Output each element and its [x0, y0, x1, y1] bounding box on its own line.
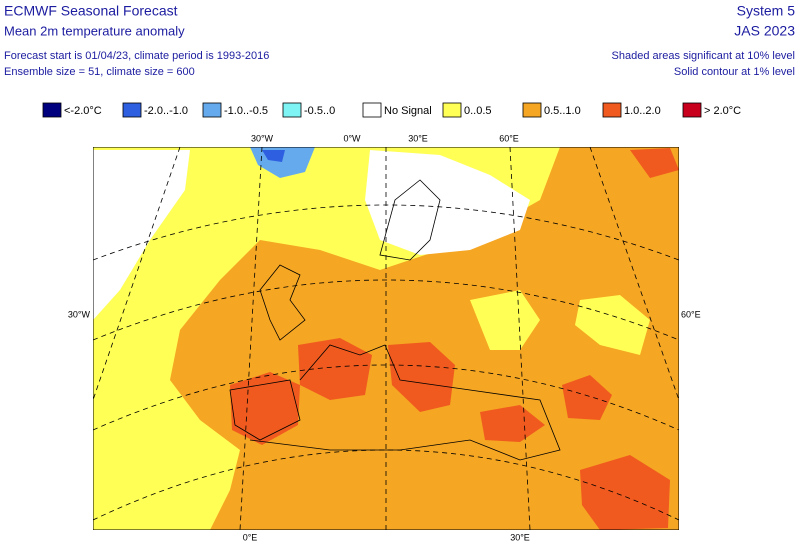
legend-swatch [682, 102, 702, 118]
warm-areas [230, 148, 679, 530]
contour-note: Solid contour at 1% level [674, 66, 795, 78]
legend-label: -1.0..-0.5 [224, 105, 268, 117]
legend-swatch [42, 102, 62, 118]
forecast-info: Forecast start is 01/04/23, climate peri… [4, 50, 269, 62]
graticule-label: 0°E [243, 532, 258, 542]
legend-label: > 2.0°C [704, 105, 741, 117]
graticule-label: 60°E [499, 133, 519, 143]
legend-label: 1.0..2.0 [624, 105, 661, 117]
graticule-label: 30°E [510, 532, 530, 542]
graticule-label: 30°W [251, 133, 274, 143]
graticule-label: 30°E [408, 133, 428, 143]
legend-swatch [442, 102, 462, 118]
legend: <-2.0°C -2.0..-1.0 -1.0..-0.5 -0.5..0 No Sig… [42, 102, 741, 118]
map [93, 147, 679, 530]
legend-label: 0.5..1.0 [544, 105, 581, 117]
legend-swatch [282, 102, 302, 118]
no-signal-area [365, 150, 530, 255]
legend-label: No Signal [384, 105, 432, 117]
no-signal-area [93, 150, 190, 320]
graticule [93, 147, 679, 530]
ensemble-info: Ensemble size = 51, climate size = 600 [4, 66, 195, 78]
graticule-label: 30°W [68, 309, 91, 319]
graticule-label: 60°E [681, 309, 701, 319]
yellow-area [470, 290, 540, 350]
system: System 5 [737, 3, 796, 19]
legend-swatch [522, 102, 542, 118]
legend-label: <-2.0°C [64, 105, 102, 117]
legend-swatch [202, 102, 222, 118]
graticule-labels: 30°W 0°W 30°E 60°E 30°W 60°E 0°E 30°E [68, 133, 701, 542]
cold-area [262, 150, 285, 162]
graticule-label: 0°W [343, 133, 361, 143]
legend-label: 0..0.5 [464, 105, 492, 117]
significance-note: Shaded areas significant at 10% level [612, 50, 795, 62]
legend-swatch [122, 102, 142, 118]
legend-swatch [362, 102, 382, 118]
yellow-area [575, 295, 650, 355]
title: ECMWF Seasonal Forecast [4, 3, 178, 19]
subtitle: Mean 2m temperature anomaly [4, 23, 185, 38]
period: JAS 2023 [734, 23, 795, 39]
coastlines [229, 179, 561, 461]
legend-label: -2.0..-1.0 [144, 105, 188, 117]
legend-swatch [602, 102, 622, 118]
legend-label: -0.5..0 [304, 105, 335, 117]
